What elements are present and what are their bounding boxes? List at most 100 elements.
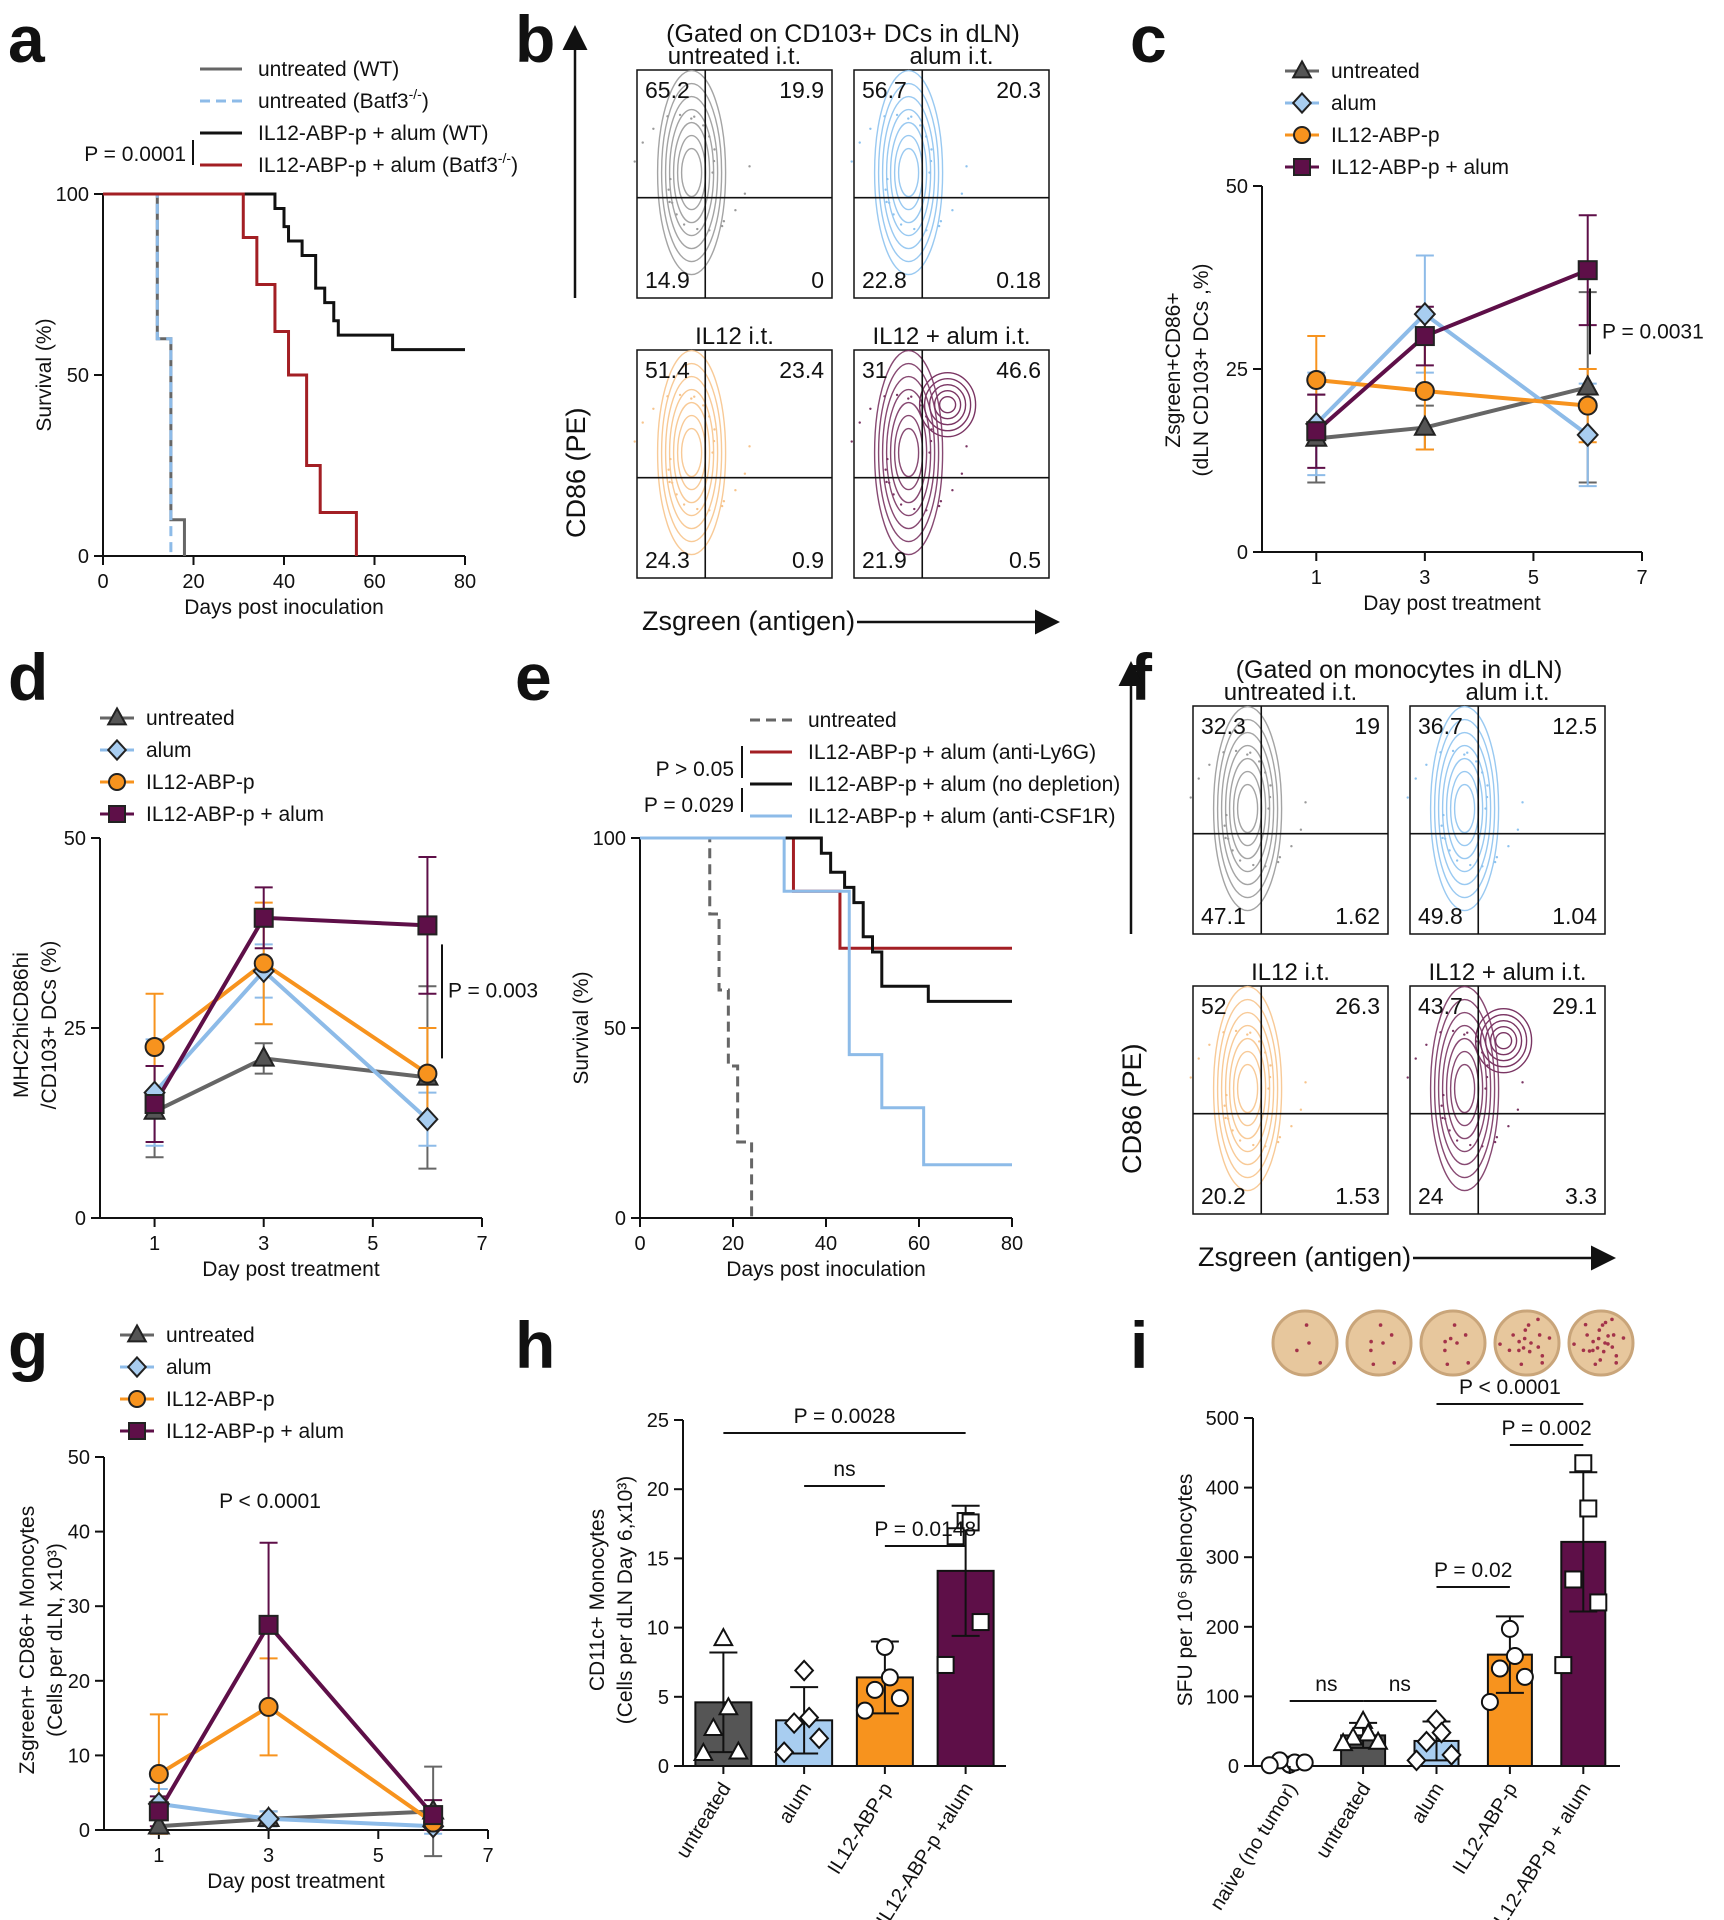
flow-event-dot xyxy=(1406,796,1409,799)
flow-contour xyxy=(1494,1032,1513,1050)
elispot-spot xyxy=(1392,1361,1397,1365)
data-point xyxy=(1576,422,1599,448)
flow-event-dot xyxy=(960,192,964,195)
y-tick-label: 400 xyxy=(1206,1478,1239,1500)
flow-event-dot xyxy=(1466,1031,1469,1034)
data-point xyxy=(1406,1749,1427,1772)
flow-contour xyxy=(1212,985,1283,1192)
data-point xyxy=(1480,1692,1499,1711)
flow-event-dot xyxy=(1481,1145,1484,1148)
flow-event-dot xyxy=(675,213,678,216)
flow-event-dot xyxy=(712,439,716,443)
flow-event-dot xyxy=(702,124,705,127)
elispot-spot xyxy=(1445,1362,1450,1367)
category-label: IL12-ABP-p xyxy=(1449,1779,1522,1878)
quadrant-value-upper-left: 36.7 xyxy=(1418,713,1463,739)
flow-event-dot xyxy=(1469,1143,1472,1147)
quadrant-value-lower-left: 14.9 xyxy=(645,267,690,293)
quadrant-value-upper-right: 26.3 xyxy=(1335,993,1380,1019)
panel-b-flow: (Gated on CD103+ DCs in dLN)untreated i.… xyxy=(561,20,1060,636)
data-point xyxy=(961,1513,980,1532)
flow-contour xyxy=(923,378,972,432)
legend-label: alum xyxy=(1331,92,1377,115)
elispot-spot xyxy=(1606,1342,1610,1346)
flow-event-dot xyxy=(1264,1145,1267,1148)
panel-g-line: 0 10 20 30 40 50 1 3 5 7 Day post treatment Zsgreen… xyxy=(16,1323,494,1893)
data-point xyxy=(253,953,274,974)
flow-contour xyxy=(877,362,940,543)
comparison-label: P = 0.002 xyxy=(1502,1417,1592,1440)
data-point xyxy=(1554,1656,1573,1675)
flow-plot-title: IL12 i.t. xyxy=(1251,959,1330,986)
flow-event-dot xyxy=(734,208,737,212)
flow-contour xyxy=(1453,783,1476,834)
flow-event-dot xyxy=(748,165,751,168)
flow-event-dot xyxy=(1231,849,1234,852)
quadrant-value-upper-right: 20.3 xyxy=(996,77,1041,103)
flow-event-dot xyxy=(895,393,899,397)
data-point xyxy=(1490,1659,1509,1678)
elispot-spot xyxy=(1610,1345,1615,1349)
y-tick-label: 10 xyxy=(647,1618,669,1640)
flow-event-dot xyxy=(641,421,644,424)
flow-event-dot xyxy=(708,509,711,512)
y-tick-label: 100 xyxy=(56,184,89,206)
x-tick-label: 80 xyxy=(1001,1233,1023,1255)
data-point xyxy=(793,1659,815,1682)
flow-event-dot xyxy=(1258,760,1261,763)
y-tick-label: 0 xyxy=(658,1756,669,1778)
legend-label-text: untreated (WT) xyxy=(258,58,399,81)
y-tick-label: 25 xyxy=(647,1410,669,1432)
legend-label: IL12-ABP-p + alum (anti-Ly6G) xyxy=(808,741,1096,764)
flow-event-dot xyxy=(667,188,670,191)
legend-label: IL12-ABP-p xyxy=(146,771,255,794)
quadrant-value-lower-left: 47.1 xyxy=(1201,903,1246,929)
quadrant-value-upper-left: 65.2 xyxy=(645,77,690,103)
elispot-well-image xyxy=(1271,1309,1339,1377)
flow-event-dot xyxy=(939,499,943,503)
y-tick-label: 500 xyxy=(1206,1408,1239,1430)
data-point xyxy=(144,1037,165,1057)
quadrant-value-upper-left: 52 xyxy=(1201,993,1227,1019)
flow-event-dot xyxy=(929,159,933,163)
flow-event-dot xyxy=(670,481,674,484)
elispot-spot xyxy=(1519,1362,1524,1367)
panel-a-survival: 0 50 100 0 20 40 60 80 Days post inoculation Surv… xyxy=(33,58,518,619)
flow-event-dot xyxy=(925,509,928,512)
elispot-spot xyxy=(1523,1328,1528,1332)
data-point xyxy=(1414,380,1435,401)
elispot-spot xyxy=(1537,1333,1542,1337)
flow-contour xyxy=(1220,731,1275,886)
legend-label: IL12-ABP-p + alum (Batf3-/-) xyxy=(258,150,518,177)
legend-marker xyxy=(128,1422,146,1440)
data-point xyxy=(148,1764,169,1785)
elispot-spot xyxy=(1547,1336,1552,1340)
data-point xyxy=(257,1806,280,1832)
quadrant-value-lower-right: 0 xyxy=(811,267,824,293)
quadrant-value-lower-right: 1.53 xyxy=(1335,1183,1380,1209)
line-series-0 xyxy=(153,1056,428,1114)
flow-contour xyxy=(672,121,711,224)
elispot-spot xyxy=(1389,1333,1394,1337)
flow-event-dot xyxy=(883,395,886,398)
elispot-spot xyxy=(1597,1328,1602,1332)
flow-event-dot xyxy=(682,223,686,226)
data-point xyxy=(258,1696,279,1717)
data-point xyxy=(855,1701,874,1720)
flow-contour xyxy=(873,69,944,276)
data-point xyxy=(875,1637,894,1656)
elispot-spot xyxy=(1591,1339,1595,1344)
flow-event-dot xyxy=(951,208,954,212)
flow-event-dot xyxy=(1252,863,1255,867)
flow-contour xyxy=(1216,718,1279,899)
data-point xyxy=(712,1626,734,1647)
data-point xyxy=(880,1668,899,1687)
y-axis-title-line: Zsgreen+ CD86+ Monocytes xyxy=(16,1506,39,1774)
flow-event-dot xyxy=(734,488,737,492)
flow-event-dot xyxy=(850,160,853,163)
comparison-label: P = 0.0028 xyxy=(794,1405,896,1428)
flow-event-dot xyxy=(667,468,670,471)
x-tick-label: 5 xyxy=(373,1845,384,1867)
flow-contour xyxy=(889,401,928,504)
elispot-spot xyxy=(1611,1333,1616,1337)
